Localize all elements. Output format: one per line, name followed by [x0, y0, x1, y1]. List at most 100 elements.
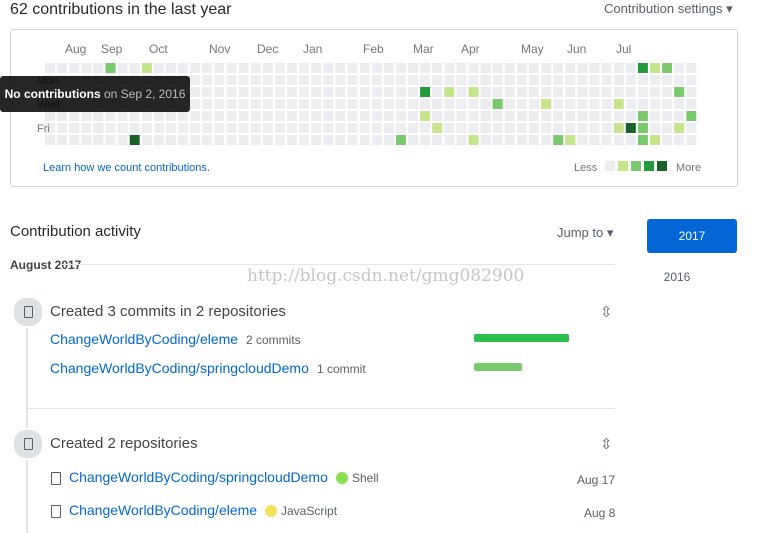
day-cell: [383, 111, 394, 121]
day-cell: [214, 99, 225, 109]
day-cell: [420, 63, 431, 73]
day-cell: [589, 75, 600, 85]
month-label: Mar: [413, 42, 434, 56]
day-cell: [274, 123, 285, 133]
day-cell: [371, 63, 382, 73]
day-cell: [202, 123, 213, 133]
day-cell: [93, 111, 104, 121]
day-cell: [432, 75, 443, 85]
day-cell: [420, 75, 431, 85]
jump-to[interactable]: Jump to ▾: [557, 225, 614, 240]
day-cell: [650, 135, 660, 145]
day-cell: [492, 75, 503, 85]
legend-swatch: [618, 161, 628, 171]
repo-link[interactable]: ChangeWorldByCoding/springcloudDemo: [50, 360, 309, 376]
settings-label[interactable]: Contribution settings: [604, 1, 723, 16]
day-cell: [516, 75, 527, 85]
repo-link[interactable]: ChangeWorldByCoding/springcloudDemo: [69, 469, 328, 485]
day-cell: [504, 135, 515, 145]
day-cell: [650, 63, 660, 73]
day-cell: [347, 111, 358, 121]
day-cell: [456, 123, 467, 133]
day-cell: [383, 123, 394, 133]
day-cell: [226, 99, 237, 109]
day-cell: [613, 135, 624, 145]
day-cell: [456, 99, 467, 109]
day-cell: [153, 111, 164, 121]
day-cell: [238, 75, 249, 85]
day-cell: [468, 87, 479, 97]
day-cell: [637, 75, 648, 85]
day-cell: [504, 87, 515, 97]
settings[interactable]: Contribution settings ▾: [604, 1, 733, 16]
day-cell: [662, 123, 673, 133]
day-cell: [601, 111, 612, 121]
day-cell: [601, 123, 612, 133]
year-2017[interactable]: 2017: [647, 219, 737, 253]
repo-link[interactable]: ChangeWorldByCoding/eleme: [69, 502, 258, 518]
day-cell: [262, 123, 273, 133]
day-cell: [420, 135, 431, 145]
day-cell: [287, 63, 297, 73]
day-cell: [395, 99, 406, 109]
day-cell: [117, 111, 128, 121]
day-cell: [359, 99, 370, 109]
day-cell: [408, 111, 418, 121]
day-cell: [166, 63, 176, 73]
collapse[interactable]: ⇳: [600, 436, 613, 453]
day-cell: [202, 135, 213, 145]
day-cell: [516, 135, 527, 145]
day-cell: [637, 63, 648, 73]
day-cell: [601, 63, 612, 73]
legend-swatch: [657, 161, 667, 171]
day-cell: [553, 123, 564, 133]
day-cell: [347, 123, 358, 133]
day-cell: [625, 135, 636, 145]
day-cell: [323, 135, 334, 145]
day-cell: [359, 75, 370, 85]
day-cell: [141, 111, 152, 121]
day-cell: [274, 135, 285, 145]
day-cell: [613, 99, 624, 109]
day-cell: [408, 99, 418, 109]
day-cell: [347, 135, 358, 145]
day-cell: [347, 87, 358, 97]
day-cell: [141, 135, 152, 145]
commits-title: Created 3 commits in 2 repositories: [50, 303, 286, 320]
day-cell: [577, 87, 588, 97]
day-cell: [323, 63, 334, 73]
day-cell: [395, 63, 406, 73]
day-cell: [299, 75, 310, 85]
day-cell: [456, 111, 467, 121]
month-label: Feb: [363, 42, 384, 56]
day-cell: [613, 63, 624, 73]
day-cell: [662, 111, 673, 121]
day-cell: [637, 111, 648, 121]
year-2016[interactable]: 2016: [663, 270, 691, 284]
day-cell: [93, 135, 104, 145]
day-cell: [299, 135, 310, 145]
day-cell: [81, 123, 92, 133]
collapse[interactable]: ⇳: [600, 304, 613, 321]
day-cell: [674, 87, 685, 97]
commit-bar: [474, 334, 569, 342]
day-cell: [504, 63, 515, 73]
day-cell: [529, 87, 539, 97]
day-cell: [456, 87, 467, 97]
day-cell: [202, 99, 213, 109]
day-cell: [57, 135, 68, 145]
day-cell: [383, 135, 394, 145]
day-cell: [383, 87, 394, 97]
day-cell: [565, 123, 576, 133]
repo-link[interactable]: ChangeWorldByCoding/eleme: [50, 331, 239, 347]
day-cell: [323, 75, 334, 85]
day-cell: [686, 135, 697, 145]
jump-label[interactable]: Jump to: [557, 225, 604, 240]
day-cell: [577, 63, 588, 73]
day-cell: [565, 75, 576, 85]
day-cell: [117, 135, 128, 145]
day-cell: [311, 75, 322, 85]
day-cell: [335, 99, 346, 109]
day-cell: [311, 63, 322, 73]
day-cell: [686, 63, 697, 73]
